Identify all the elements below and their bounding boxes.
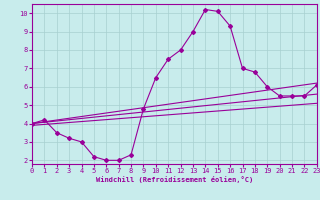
- X-axis label: Windchill (Refroidissement éolien,°C): Windchill (Refroidissement éolien,°C): [96, 176, 253, 183]
